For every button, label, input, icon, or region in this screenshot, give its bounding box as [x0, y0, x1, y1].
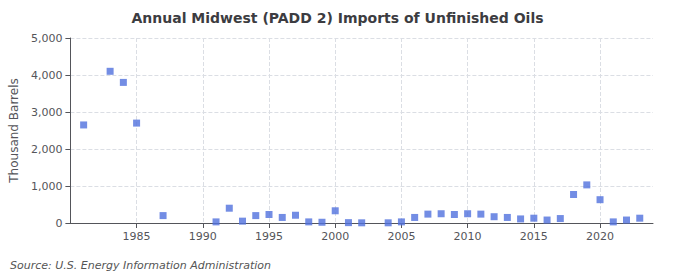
svg-text:5,000: 5,000 [31, 32, 63, 45]
svg-text:2005: 2005 [387, 230, 415, 243]
svg-text:1,000: 1,000 [31, 180, 63, 193]
svg-text:Annual Midwest (PADD 2) Import: Annual Midwest (PADD 2) Imports of Unfin… [131, 10, 543, 26]
svg-text:2015: 2015 [520, 230, 548, 243]
svg-text:Thousand Barrels: Thousand Barrels [7, 78, 21, 183]
svg-text:1995: 1995 [255, 230, 283, 243]
svg-text:2010: 2010 [454, 230, 482, 243]
svg-text:0: 0 [55, 217, 62, 230]
svg-text:2000: 2000 [321, 230, 349, 243]
svg-text:2020: 2020 [586, 230, 614, 243]
svg-text:3,000: 3,000 [31, 106, 63, 119]
svg-text:4,000: 4,000 [31, 69, 63, 82]
svg-text:Source: U.S. Energy Informatio: Source: U.S. Energy Information Administ… [10, 259, 271, 272]
svg-text:2,000: 2,000 [31, 143, 63, 156]
svg-text:1990: 1990 [189, 230, 217, 243]
svg-text:1985: 1985 [123, 230, 151, 243]
